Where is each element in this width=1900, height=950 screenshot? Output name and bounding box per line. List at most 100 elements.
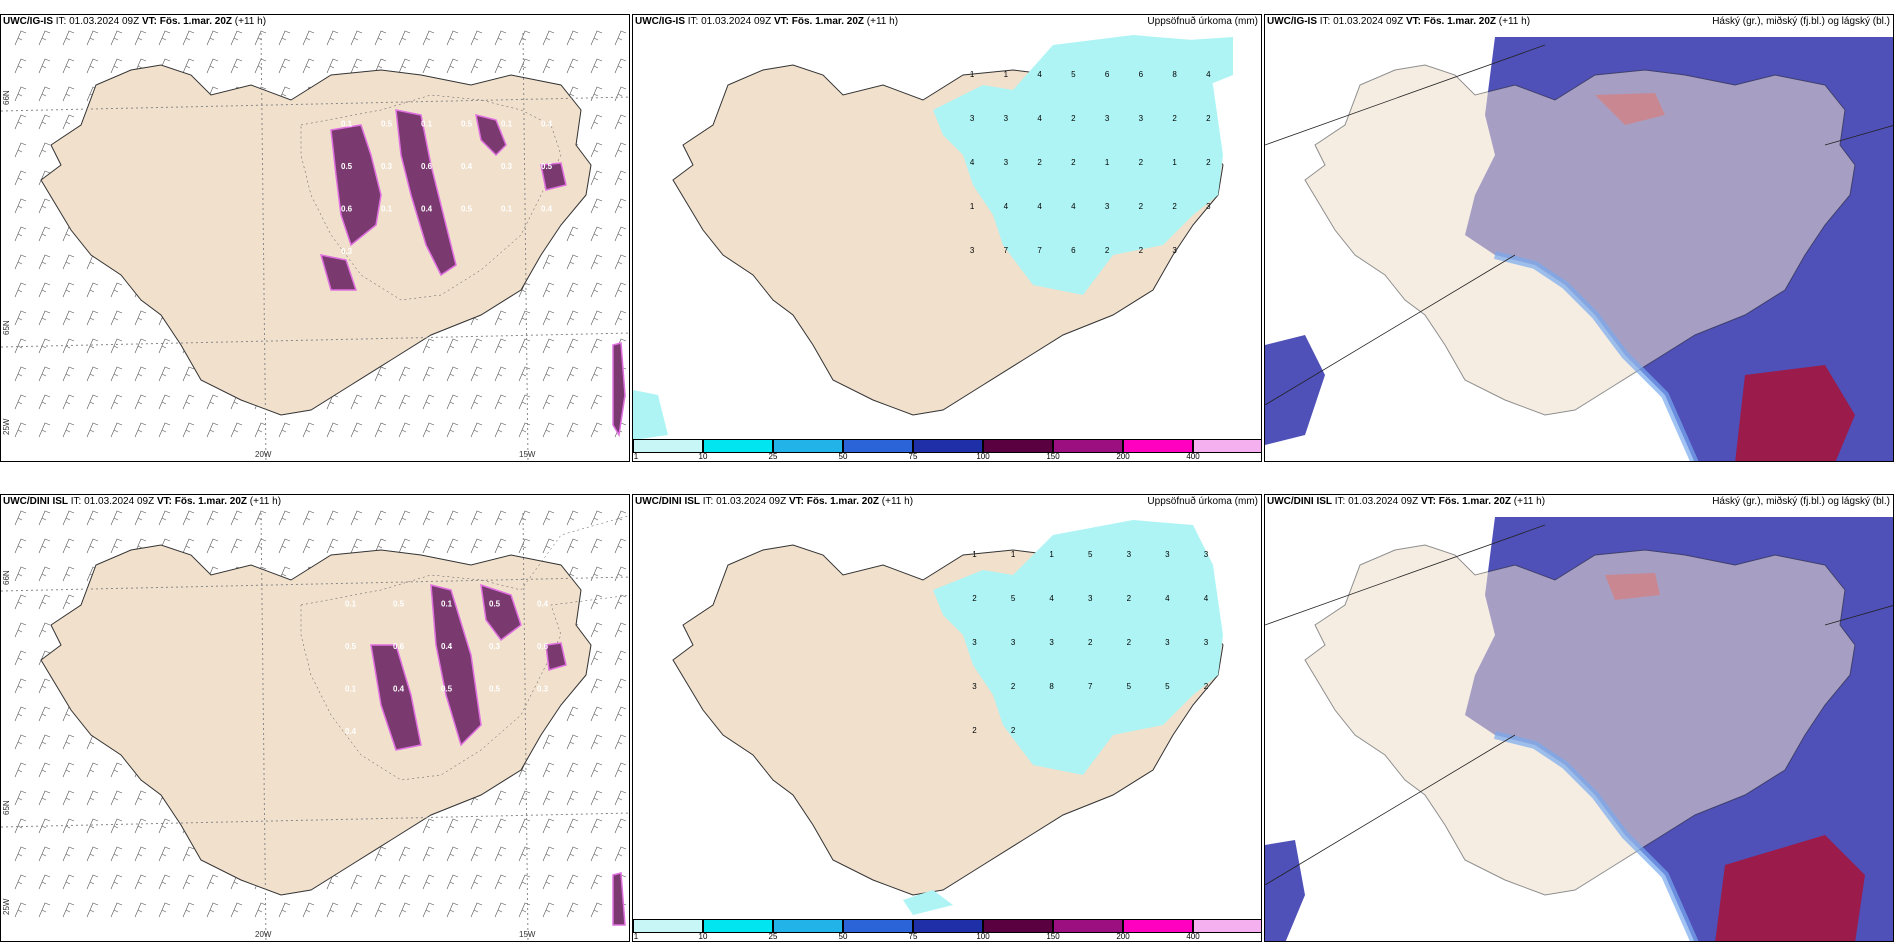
wind-precip-map: 0.1 0.5 0.1 0.5 0.1 0.4 0.5 0.3 0.6 0.4 0.3 0.5 0.6 0… [1, 30, 629, 461]
value-label: 4 [1049, 594, 1054, 603]
value-label: 1 [972, 550, 977, 559]
wind-barb [542, 818, 555, 834]
wind-barb [86, 422, 99, 438]
value-label: 0.6 [393, 642, 405, 651]
colorbar-tick: 50 [838, 452, 848, 461]
wind-barb [518, 30, 531, 46]
precip-band-5 [319, 254, 358, 291]
precip-values-top: 0.1 0.5 0.1 0.5 0.1 0.4 0.5 0.3 0.6 0.4 0.3 0.5 0.6 0… [341, 119, 553, 256]
wind-barb [614, 846, 627, 862]
cloud-map [1265, 495, 1893, 941]
wind-barb [566, 226, 579, 242]
wind-barb [14, 254, 27, 270]
iceland-land [1304, 544, 1856, 896]
precip-edge [612, 342, 626, 438]
wind-barb [542, 902, 555, 918]
wind-barb [542, 874, 555, 890]
colorbar-swatch [1123, 439, 1193, 453]
wind-barb [422, 394, 435, 410]
wind-barb [446, 902, 459, 918]
precip-band-3 [480, 583, 522, 642]
wind-barb [38, 226, 51, 242]
panel-header: UWC/DINI ISL IT: 01.03.2024 09Z VT: Fös.… [635, 496, 914, 507]
wind-barb [398, 538, 411, 554]
value-label: 0.4 [461, 162, 473, 171]
cloud-sw [1265, 840, 1305, 941]
wind-barb [494, 394, 507, 410]
meridian [522, 512, 529, 941]
wind-barb [470, 422, 483, 438]
wind-barb [38, 566, 51, 582]
wind-barb [38, 366, 51, 382]
wind-barb [566, 538, 579, 554]
wind-barb [134, 30, 147, 46]
lat-label: 65N [2, 800, 11, 815]
wind-barb [590, 510, 603, 526]
wind-barb [134, 310, 147, 326]
wind-barb [422, 366, 435, 382]
wind-barb [14, 86, 27, 102]
value-label: 3 [1105, 114, 1110, 123]
wind-barb [566, 30, 579, 46]
wind-barb [38, 790, 51, 806]
value-label: 7 [1088, 682, 1093, 691]
wind-barb [590, 142, 603, 158]
wind-barb [614, 566, 627, 582]
wind-barb [422, 30, 435, 46]
wind-barb [86, 310, 99, 326]
value-label: 2 [1105, 246, 1110, 255]
precip-band-4 [545, 642, 567, 671]
wind-barb [590, 902, 603, 918]
wind-barb [446, 818, 459, 834]
value-label: 3 [1204, 550, 1209, 559]
wind-barb [494, 538, 507, 554]
wind-barb [518, 790, 531, 806]
colorbar-tick: 200 [1116, 452, 1130, 461]
precip-band-1 [370, 644, 422, 751]
wind-barb [302, 58, 315, 74]
wind-barb [422, 818, 435, 834]
wind-barb [206, 510, 219, 526]
wind-barb [14, 142, 27, 158]
value-label: 1 [1172, 158, 1177, 167]
meridian [522, 32, 529, 461]
wind-barb [446, 874, 459, 890]
wind-barb [446, 538, 459, 554]
value-label: 5 [1071, 70, 1076, 79]
wind-barb [614, 538, 627, 554]
value-label: 8 [1172, 70, 1177, 79]
wind-barb [14, 282, 27, 298]
parallel [1, 96, 629, 112]
wind-barb [278, 510, 291, 526]
wind-barb [62, 818, 75, 834]
wind-barb [494, 30, 507, 46]
wind-barb [614, 58, 627, 74]
wind-barb [590, 254, 603, 270]
wind-barb [494, 58, 507, 74]
wind-barb [590, 198, 603, 214]
wind-barb [38, 422, 51, 438]
wind-barb [38, 30, 51, 46]
wind-barb [158, 818, 171, 834]
wind-barb [590, 226, 603, 242]
wind-barb [614, 678, 627, 694]
wind-barb [38, 58, 51, 74]
value-label: 4 [1204, 594, 1209, 603]
wind-barb [110, 282, 123, 298]
wind-barb [86, 874, 99, 890]
wind-barb [446, 510, 459, 526]
wind-barb [518, 366, 531, 382]
wind-barb [590, 422, 603, 438]
wind-barb [542, 790, 555, 806]
precip-map: 1 1 1 5 3 3 3 2 5 4 3 2 4 4 3 3 3 2 2 3 3 3 2 8 7 5 5 2 2 2 [672, 520, 1224, 915]
wind-barb [182, 510, 195, 526]
wind-barb [542, 422, 555, 438]
wind-barb [158, 874, 171, 890]
value-label: 1 [970, 70, 975, 79]
wind-barb [542, 338, 555, 354]
precip-values-mid-bottom: 1 1 1 5 3 3 3 2 5 4 3 2 4 4 3 3 3 2 2 3 3 3 2 8 7 5 5 2 2 2 [972, 550, 1208, 735]
wind-barb [278, 538, 291, 554]
wind-barb [326, 58, 339, 74]
precip-band-1 [330, 124, 382, 247]
panel-clouds-top: UWC/IG-IS IT: 01.03.2024 09Z VT: Fös. 1.… [1264, 14, 1894, 462]
